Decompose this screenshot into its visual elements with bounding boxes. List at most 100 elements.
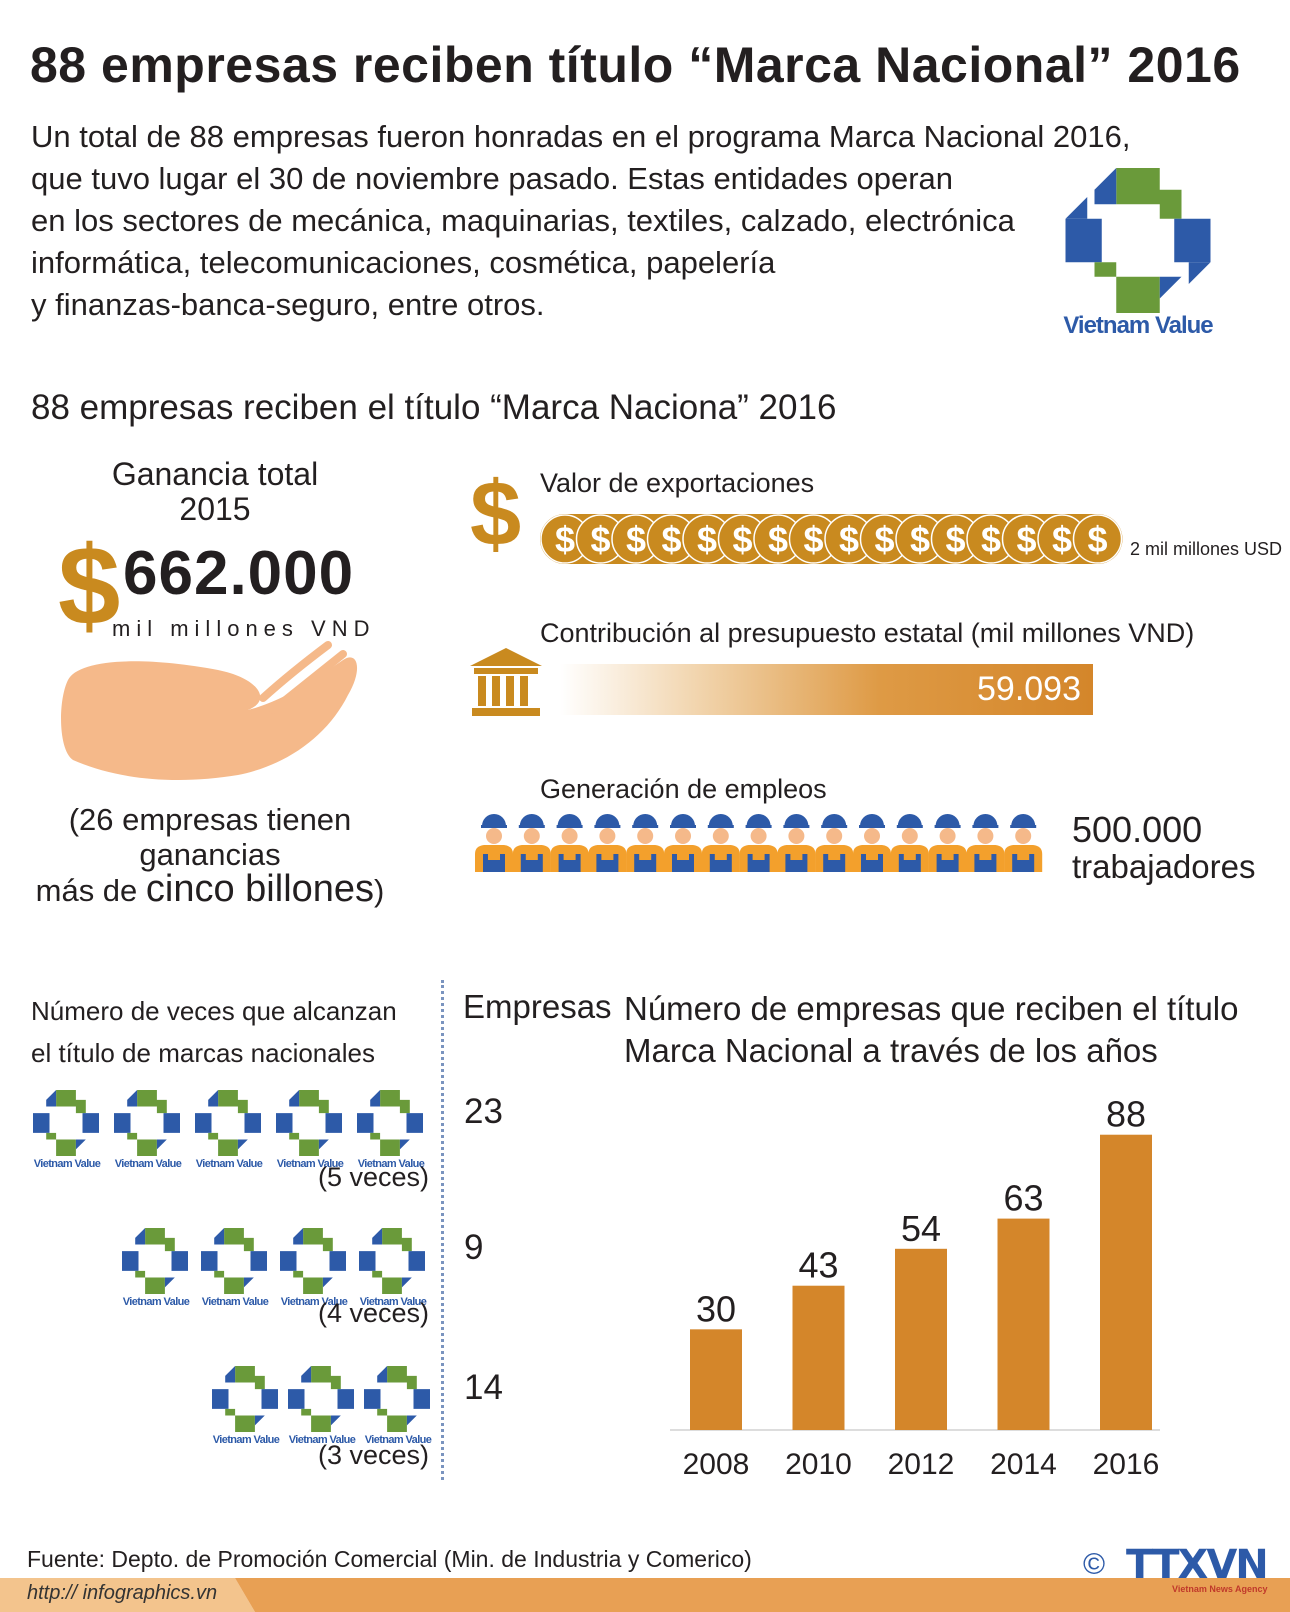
vietnam-value-logo-text: Vietnam Value <box>195 1158 263 1170</box>
vietnam-value-logo-text: Vietnam Value <box>280 1296 348 1308</box>
vietnam-value-logo-icon: Vietnam Value <box>199 1228 269 1308</box>
note-part: más de <box>35 873 146 908</box>
source-url[interactable]: http:// infographics.vn <box>27 1582 218 1604</box>
veces-label: (5 veces) <box>318 1162 430 1192</box>
budget-label: Contribución al presupuesto estatal (mil… <box>540 618 1195 648</box>
x-tick-label: 2008 <box>683 1448 750 1480</box>
ganancia-note-line: (26 empresas tienen <box>68 802 352 837</box>
ganancia-note-line: más de cinco billones) <box>20 870 400 908</box>
coin-symbol: $ <box>1016 519 1036 560</box>
vietnam-value-logo-text: Vietnam Value <box>212 1434 280 1446</box>
x-tick-label: 2012 <box>888 1448 955 1480</box>
veces-count: 9 <box>464 1228 484 1267</box>
chart-title-line: Marca Nacional a través de los años <box>624 1032 1158 1069</box>
bar-value-label: 30 <box>696 1288 736 1329</box>
intro-text: Un total de 88 empresas fueron honradas … <box>31 116 1130 326</box>
veces-title: Número de veces que alcanzan el título d… <box>31 990 397 1074</box>
intro-line: informática, telecomunicaciones, cosméti… <box>31 245 776 280</box>
worker-icon <box>815 814 854 872</box>
vietnam-value-logo-icon: Vietnam Value <box>31 1090 101 1170</box>
vietnam-value-logo-icon: Vietnam Value <box>112 1090 182 1170</box>
ganancia-note: (26 empresas tienen ganancias más de cin… <box>20 802 400 908</box>
vietnam-value-logo-text: Vietnam Value <box>276 1158 344 1170</box>
veces-count: 23 <box>464 1092 503 1131</box>
chart-ylabel: Empresas <box>463 988 612 1025</box>
bar-value-label: 88 <box>1106 1094 1146 1135</box>
chart-title: Número de empresas que reciben el título… <box>624 988 1239 1072</box>
vietnam-value-logo-icon: Vietnam Value <box>210 1366 280 1446</box>
vietnam-value-logo-icon: Vietnam Value <box>120 1228 190 1308</box>
veces-count: 14 <box>464 1368 503 1407</box>
vietnam-value-logo-icon: Vietnam Value <box>286 1366 356 1446</box>
ganancia-value: 662.000 <box>123 539 355 608</box>
veces-title-line: Número de veces que alcanzan <box>31 996 397 1026</box>
vietnam-value-logo-icon: Vietnam Value <box>357 1228 427 1308</box>
intro-line: y finanzas-banca-seguro, entre otros. <box>31 287 545 322</box>
note-emphasis: cinco billones <box>145 868 375 910</box>
ganancia-label-line: Ganancia total <box>111 456 319 492</box>
bar <box>1100 1134 1152 1430</box>
source-text: Fuente: Depto. de Promoción Comercial (M… <box>27 1546 752 1572</box>
coin-symbol: $ <box>981 519 1001 560</box>
coin-symbol: $ <box>661 519 681 560</box>
worker-icon <box>853 814 891 872</box>
vietnam-value-logo-icon: Vietnam Value <box>274 1090 344 1170</box>
budget-value: 59.093 <box>977 670 1081 708</box>
agency-subtitle: Vietnam News Agency <box>1172 1584 1268 1594</box>
worker-icon <box>512 814 551 872</box>
jobs-value: 500.000 <box>1072 809 1203 850</box>
bar <box>895 1248 947 1430</box>
veces-label: (4 veces) <box>318 1298 430 1328</box>
jobs-unit: trabajadores <box>1072 848 1256 885</box>
coin-symbol: $ <box>874 519 894 560</box>
vietnam-value-logo-text: Vietnam Value <box>357 1158 425 1170</box>
bar <box>690 1329 742 1430</box>
worker-icon <box>777 814 816 872</box>
footer-band <box>0 1578 1290 1612</box>
bar-value-label: 43 <box>798 1245 838 1286</box>
coin-symbol: $ <box>945 519 965 560</box>
coin-symbol: $ <box>768 519 788 560</box>
coin-symbol: $ <box>555 519 575 560</box>
vietnam-value-logo-text: Vietnam Value <box>359 1296 427 1308</box>
x-tick-label: 2014 <box>990 1448 1057 1480</box>
coin-symbol: $ <box>626 519 646 560</box>
vietnam-value-logo-text: Vietnam Value <box>114 1158 182 1170</box>
vietnam-value-logo-text: Vietnam Value <box>364 1434 432 1446</box>
divider <box>441 980 444 1480</box>
coin-symbol: $ <box>697 519 717 560</box>
worker-icon <box>890 814 929 872</box>
ganancia-year: 2015 <box>179 491 251 527</box>
veces-title-line: el título de marcas nacionales <box>31 1038 375 1068</box>
worker-icon <box>1004 814 1043 872</box>
worker-icon <box>966 814 1005 872</box>
intro-line: en los sectores de mecánica, maquinarias… <box>31 203 1015 238</box>
worker-icon <box>664 814 702 872</box>
note-part: ) <box>374 873 385 908</box>
vietnam-value-logo-text: Vietnam Value <box>1063 312 1213 339</box>
hand-icon <box>61 641 358 780</box>
worker-icon <box>739 814 778 872</box>
copyright-icon: © <box>1083 1548 1106 1581</box>
coin-symbol: $ <box>590 519 610 560</box>
bar <box>997 1218 1050 1430</box>
vietnam-value-logo-text: Vietnam Value <box>33 1158 101 1170</box>
vietnam-value-logo-text: Vietnam Value <box>122 1296 190 1308</box>
page-title: 88 empresas reciben título “Marca Nacion… <box>30 37 1241 93</box>
bar <box>792 1285 845 1430</box>
coin-symbol: $ <box>839 519 859 560</box>
export-note: 2 mil millones USD <box>1130 539 1283 559</box>
chart-title-line: Número de empresas que reciben el título <box>624 990 1239 1027</box>
coin-symbol: $ <box>803 519 823 560</box>
dollar-icon: $ <box>58 523 121 648</box>
x-tick-label: 2016 <box>1093 1448 1160 1480</box>
ganancia-label: Ganancia total 2015 <box>90 457 340 527</box>
coin-symbol: $ <box>1052 519 1072 560</box>
worker-icon <box>701 814 740 872</box>
x-tick-label: 2010 <box>785 1448 852 1480</box>
bar-chart: 30 2008 43 2010 54 2012 63 2014 88 2016 <box>670 1094 1160 1480</box>
vietnam-value-logo-text: Vietnam Value <box>201 1296 269 1308</box>
worker-icon <box>626 814 665 872</box>
ganancia-unit: mil millones VND <box>112 616 376 641</box>
export-dollar-icon: $ <box>470 463 522 565</box>
